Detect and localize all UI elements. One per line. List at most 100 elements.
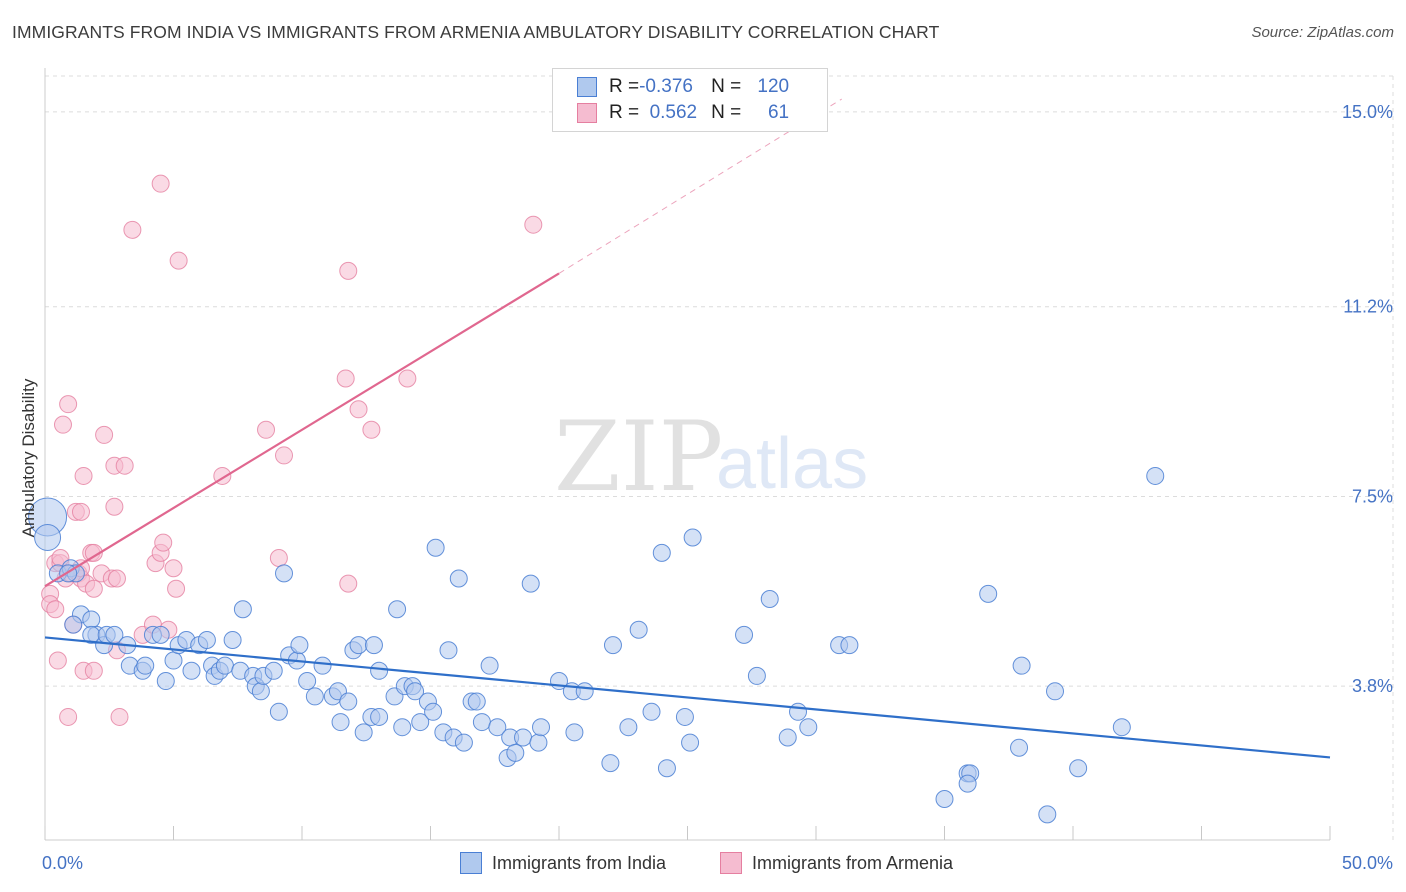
armenia-trend-line bbox=[44, 272, 560, 588]
legend-item-armenia[interactable]: Immigrants from Armenia bbox=[720, 852, 953, 874]
legend-label-india: Immigrants from India bbox=[492, 852, 667, 873]
india-point bbox=[565, 723, 584, 742]
india-point bbox=[449, 569, 468, 588]
armenia-point bbox=[84, 543, 103, 562]
india-point bbox=[681, 733, 700, 752]
india-point bbox=[1069, 759, 1088, 778]
armenia-point bbox=[48, 651, 67, 670]
armenia-point bbox=[84, 661, 103, 680]
armenia-point bbox=[398, 369, 417, 388]
armenia-point bbox=[524, 215, 543, 234]
india-trend-line bbox=[44, 636, 1331, 759]
armenia-point bbox=[110, 707, 129, 726]
india-point bbox=[388, 600, 407, 619]
india-point bbox=[1146, 466, 1165, 485]
watermark-zip: ZIP bbox=[554, 401, 723, 513]
india-point bbox=[269, 702, 288, 721]
india-point bbox=[182, 661, 201, 680]
india-point bbox=[799, 718, 818, 737]
watermark-atlas: atlas bbox=[716, 424, 868, 504]
india-point bbox=[532, 718, 551, 737]
india-point bbox=[683, 528, 702, 547]
armenia-point bbox=[59, 707, 78, 726]
india-point bbox=[136, 656, 155, 675]
axes bbox=[44, 68, 1331, 841]
india-point bbox=[339, 692, 358, 711]
y-axis-label: Ambulatory Disability bbox=[19, 378, 38, 537]
legend-r-value-armenia: 0.562 bbox=[649, 102, 698, 123]
armenia-point bbox=[95, 425, 114, 444]
india-point bbox=[1046, 682, 1065, 701]
india-point bbox=[1038, 805, 1057, 824]
india-point bbox=[215, 656, 234, 675]
india-point bbox=[506, 743, 525, 762]
armenia-point bbox=[164, 559, 183, 578]
india-point bbox=[164, 651, 183, 670]
india-point bbox=[264, 661, 283, 680]
india-point bbox=[1112, 718, 1131, 737]
legend-row-india: R = -0.376 N = 120 bbox=[577, 74, 789, 100]
india-point bbox=[747, 666, 766, 685]
armenia-point bbox=[169, 251, 188, 270]
india-point bbox=[393, 718, 412, 737]
india-point bbox=[82, 610, 101, 629]
armenia-point bbox=[74, 466, 93, 485]
armenia-point bbox=[46, 600, 65, 619]
india-point bbox=[840, 636, 859, 655]
india-point bbox=[223, 631, 242, 650]
india-point bbox=[619, 718, 638, 737]
x-tick-label: 0.0% bbox=[42, 853, 83, 873]
legend-item-india[interactable]: Immigrants from India bbox=[460, 852, 666, 874]
armenia-point bbox=[84, 579, 103, 598]
india-point bbox=[601, 754, 620, 773]
legend-swatch-india bbox=[577, 77, 597, 97]
legend-swatch-india bbox=[460, 852, 482, 874]
y-tick-label: 11.2% bbox=[1343, 297, 1393, 317]
india-point bbox=[354, 723, 373, 742]
legend-swatch-armenia bbox=[577, 103, 597, 123]
armenia-point bbox=[151, 174, 170, 193]
india-point bbox=[439, 641, 458, 660]
legend-swatch-armenia bbox=[720, 852, 742, 874]
source-label: Source: ZipAtlas.com bbox=[1251, 24, 1394, 41]
chart-title: IMMIGRANTS FROM INDIA VS IMMIGRANTS FROM… bbox=[12, 22, 940, 42]
india-point bbox=[935, 789, 954, 808]
legend-r-value-india: -0.376 bbox=[639, 76, 693, 97]
zipatlas-watermark: ZIP atlas bbox=[554, 401, 868, 513]
india-point bbox=[521, 574, 540, 593]
india-point bbox=[298, 672, 317, 691]
armenia-point bbox=[53, 415, 72, 434]
armenia-point bbox=[105, 497, 124, 516]
armenia-point bbox=[269, 548, 288, 567]
y-tick-label: 3.8% bbox=[1352, 676, 1393, 696]
legend-n-label: N = bbox=[711, 102, 742, 123]
legend-n-label: N = bbox=[711, 76, 742, 97]
india-point bbox=[251, 682, 270, 701]
armenia-point bbox=[107, 569, 126, 588]
armenia-point bbox=[339, 261, 358, 280]
india-point bbox=[480, 656, 499, 675]
armenia-point bbox=[275, 446, 294, 465]
india-point bbox=[778, 728, 797, 747]
india-point bbox=[488, 718, 507, 737]
india-point bbox=[370, 661, 389, 680]
india-point bbox=[657, 759, 676, 778]
correlation-legend: R = -0.376 N = 120 R = 0.562 N = 61 bbox=[552, 68, 828, 132]
armenia-point bbox=[167, 579, 186, 598]
india-point bbox=[642, 702, 661, 721]
india-point bbox=[151, 625, 170, 644]
india-point bbox=[364, 636, 383, 655]
x-tick-label: 50.0% bbox=[1342, 853, 1393, 873]
india-point bbox=[156, 672, 175, 691]
india-point bbox=[370, 707, 389, 726]
tick-labels: 3.8% 7.5% 11.2% 15.0% 0.0% 50.0% bbox=[42, 102, 1393, 873]
armenia-point bbox=[71, 502, 90, 521]
india-point bbox=[958, 774, 977, 793]
india-point bbox=[454, 733, 473, 752]
legend-n-value-armenia: 61 bbox=[767, 102, 790, 123]
india-point bbox=[34, 523, 62, 551]
india-point bbox=[406, 682, 425, 701]
armenia-point bbox=[123, 220, 142, 239]
legend-r-label: R = bbox=[609, 102, 640, 123]
